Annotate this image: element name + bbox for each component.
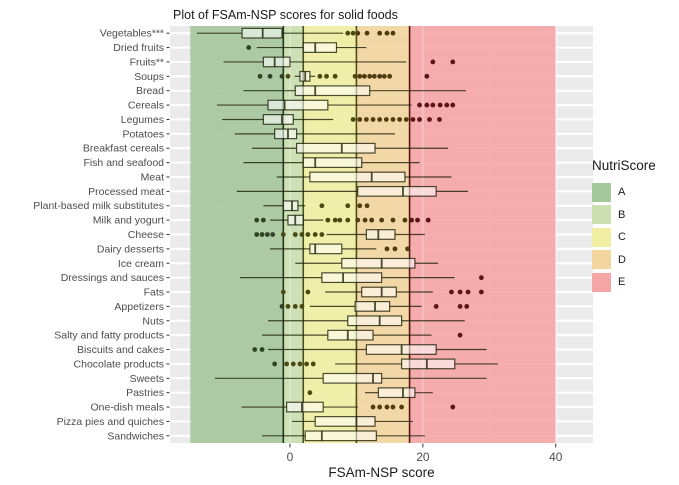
legend-label-e: E [618,276,626,289]
legend-item-b: B [592,204,656,227]
legend-item-e: E [592,271,656,294]
svg-text:Chocolate products: Chocolate products [74,358,164,370]
legend-title: NutriScore [592,158,656,173]
svg-text:Bread: Bread [136,85,164,97]
legend-label-d: D [618,253,626,266]
svg-text:Plant-based milk substitutes: Plant-based milk substitutes [33,200,164,212]
svg-text:Dairy desserts: Dairy desserts [97,243,164,255]
svg-text:Soups: Soups [134,71,164,83]
legend-swatch-b [592,205,611,225]
svg-text:Processed meat: Processed meat [88,186,164,198]
svg-text:Dressings and sauces: Dressings and sauces [61,272,164,284]
x-axis-title: FSAm-NSP score [328,465,435,480]
svg-text:0: 0 [287,450,294,464]
legend-label-b: B [618,208,626,221]
svg-text:Fruits**: Fruits** [130,56,164,68]
svg-text:Appetizers: Appetizers [114,301,164,313]
svg-text:Salty and fatty products: Salty and fatty products [54,330,164,342]
svg-text:Vegetables***: Vegetables*** [100,28,164,40]
svg-text:Cereals: Cereals [128,100,164,112]
svg-text:Fats: Fats [144,287,164,299]
legend-swatch-e [592,272,611,292]
svg-text:Cheese: Cheese [128,229,164,241]
svg-text:Nuts: Nuts [142,315,164,327]
legend-swatch-a [592,182,611,202]
legend-label-c: C [618,231,626,244]
svg-text:Potatoes: Potatoes [123,128,164,140]
svg-text:Ice cream: Ice cream [118,258,164,270]
svg-text:20: 20 [416,450,430,464]
svg-text:Breakfast cereals: Breakfast cereals [83,143,164,155]
svg-text:Dried fruits: Dried fruits [113,42,164,54]
svg-text:Biscuits and cakes: Biscuits and cakes [77,344,164,356]
svg-text:Pastries: Pastries [126,387,164,399]
nutriscore-legend: NutriScore A B C D E [592,158,656,294]
svg-text:Sweets: Sweets [130,373,164,385]
legend-label-a: A [618,186,626,199]
svg-text:Legumes: Legumes [121,114,164,126]
legend-item-c: C [592,226,656,249]
svg-text:Sandwiches: Sandwiches [107,430,164,442]
legend-swatch-d [592,250,611,270]
svg-text:Milk and yogurt: Milk and yogurt [93,215,164,227]
svg-text:Meat: Meat [141,171,164,183]
legend-item-a: A [592,181,656,204]
legend-swatch-c [592,227,611,247]
svg-text:Pizza pies and quiches: Pizza pies and quiches [57,416,164,428]
legend-item-d: D [592,249,656,272]
svg-text:40: 40 [549,450,563,464]
svg-text:Fish and seafood: Fish and seafood [83,157,164,169]
chart-title: Plot of FSAm-NSP scores for solid foods [173,8,398,22]
svg-text:One-dish meals: One-dish meals [90,402,164,414]
